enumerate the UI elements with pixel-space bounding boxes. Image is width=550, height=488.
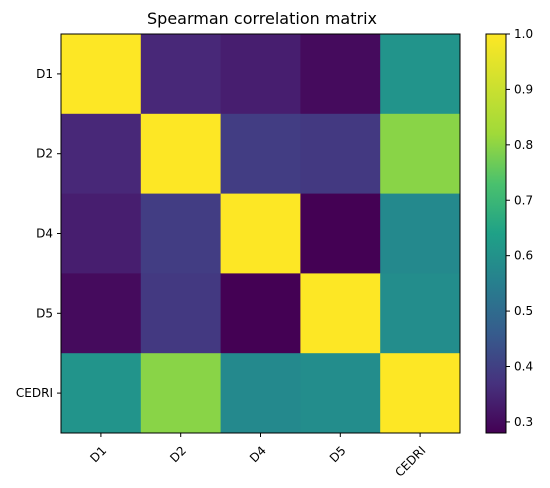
colorbar-tick-label: 0.9 bbox=[514, 82, 533, 96]
heatmap-cell bbox=[300, 34, 381, 115]
x-tick-label: D4 bbox=[247, 443, 269, 465]
heatmap-cell bbox=[61, 273, 142, 354]
heatmap-cell bbox=[140, 193, 222, 274]
colorbar-tick-label: 0.7 bbox=[514, 193, 533, 207]
heatmap-cell bbox=[380, 34, 461, 115]
heatmap-cell bbox=[380, 273, 461, 354]
heatmap-cell bbox=[380, 113, 461, 195]
x-tick-label: D5 bbox=[327, 443, 349, 465]
heatmap-cell bbox=[220, 193, 301, 274]
y-tick-label: CEDRI bbox=[16, 386, 53, 400]
heatmap-cell bbox=[380, 193, 461, 274]
colorbar-tick-label: 1.0 bbox=[514, 27, 533, 41]
heatmap-cell bbox=[300, 273, 381, 354]
heatmap-cells bbox=[61, 34, 461, 434]
colorbar-tick-label: 0.3 bbox=[514, 415, 533, 429]
heatmap-cell bbox=[300, 193, 381, 274]
heatmap-cell bbox=[220, 353, 301, 434]
chart-title: Spearman correlation matrix bbox=[147, 9, 377, 28]
heatmap-cell bbox=[140, 34, 222, 115]
x-tick-label: D2 bbox=[167, 443, 189, 465]
heatmap-cell bbox=[380, 353, 461, 434]
heatmap-cell bbox=[61, 34, 142, 115]
y-tick-label: D5 bbox=[36, 306, 53, 320]
colorbar-tick-label: 0.4 bbox=[514, 360, 533, 374]
colorbar-tick-label: 0.5 bbox=[514, 304, 533, 318]
y-tick-label: D2 bbox=[36, 147, 53, 161]
x-tick-label: CEDRI bbox=[392, 443, 428, 479]
heatmap-cell bbox=[61, 353, 142, 434]
x-tick-label: D1 bbox=[87, 443, 109, 465]
heatmap-cell bbox=[300, 113, 381, 195]
colorbar-tick-label: 0.6 bbox=[514, 249, 533, 263]
heatmap-cell bbox=[220, 273, 301, 354]
y-tick-label: D1 bbox=[36, 67, 53, 81]
heatmap-cell bbox=[140, 273, 222, 354]
heatmap-cell bbox=[140, 353, 222, 434]
y-axis-ticks: D1 D2 D4 D5 CEDRI bbox=[16, 67, 61, 400]
heatmap-cell bbox=[61, 193, 142, 274]
heatmap-cell bbox=[300, 353, 381, 434]
colorbar bbox=[485, 33, 507, 434]
heatmap-cell bbox=[220, 34, 301, 115]
colorbar-tick-label: 0.8 bbox=[514, 138, 533, 152]
heatmap-cell bbox=[220, 113, 301, 195]
heatmap-cell bbox=[61, 113, 142, 195]
colorbar-ticks: 0.3 0.4 0.5 0.6 0.7 0.8 0.9 1.0 bbox=[506, 27, 533, 429]
y-tick-label: D4 bbox=[36, 227, 53, 241]
heatmap-cell bbox=[140, 113, 222, 195]
x-axis-ticks: D1 D2 D4 D5 CEDRI bbox=[87, 433, 428, 480]
